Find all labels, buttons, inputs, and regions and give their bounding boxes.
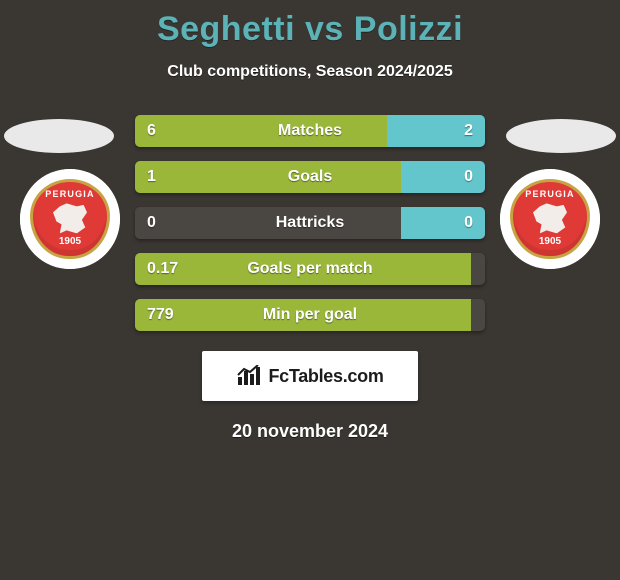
stat-seg-left [135,253,471,285]
stat-value-right: 2 [464,115,473,147]
club-name: PERUGIA [513,189,587,199]
club-year: 1905 [513,236,587,247]
club-shield: PERUGIA 1905 [510,179,590,259]
stat-row: 0.17Goals per match [135,253,485,285]
stat-value-left: 1 [147,161,156,193]
club-badge-left: PERUGIA 1905 [20,169,120,269]
club-name: PERUGIA [33,189,107,199]
chart-icon [236,365,262,387]
club-badge-right: PERUGIA 1905 [500,169,600,269]
stat-row: 62Matches [135,115,485,147]
stat-row: 00Hattricks [135,207,485,239]
club-griffin-icon [53,203,87,233]
stat-value-right: 0 [464,161,473,193]
stat-value-right: 0 [464,207,473,239]
stat-row: 779Min per goal [135,299,485,331]
stat-seg-left [135,161,401,193]
stat-bars: 62Matches10Goals00Hattricks0.17Goals per… [135,115,485,331]
stat-seg-left [135,115,387,147]
stat-value-left: 6 [147,115,156,147]
date: 20 november 2024 [0,421,620,442]
brand-text: FcTables.com [268,366,383,387]
comparison-area: PERUGIA 1905 PERUGIA 1905 62Matches10Goa… [0,115,620,331]
player-silhouette-right [506,119,616,153]
club-year: 1905 [33,236,107,247]
page-title: Seghetti vs Polizzi [0,10,620,49]
club-griffin-icon [533,203,567,233]
stat-row: 10Goals [135,161,485,193]
stat-seg-left [135,299,471,331]
subtitle: Club competitions, Season 2024/2025 [0,63,620,81]
brand-box: FcTables.com [202,351,418,401]
stat-value-left: 0.17 [147,253,178,285]
stat-value-left: 779 [147,299,174,331]
club-shield: PERUGIA 1905 [30,179,110,259]
stat-value-left: 0 [147,207,156,239]
player-silhouette-left [4,119,114,153]
